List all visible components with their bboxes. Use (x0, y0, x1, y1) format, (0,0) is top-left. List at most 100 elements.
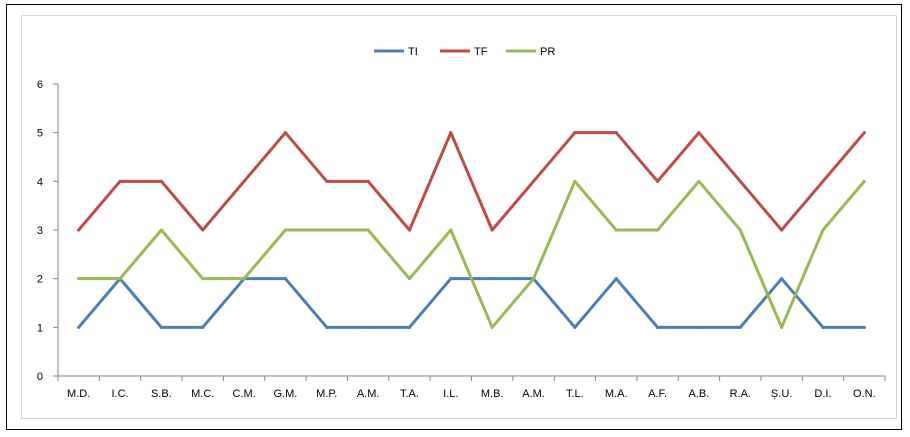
series-tf-segment (532, 131, 577, 183)
x-tick-label: O.N. (853, 388, 876, 400)
y-tick-label: 2 (37, 274, 43, 286)
x-tick-label: M.D. (67, 388, 90, 400)
series-tf-point (201, 228, 205, 232)
series-ti-point (656, 325, 660, 329)
series-tf-segment (366, 179, 411, 232)
series-ti-segment (118, 277, 163, 329)
series-pr-point (201, 277, 205, 281)
y-tick-label: 1 (37, 322, 43, 334)
x-axis: M.D. I.C. S.B. M.C. C.M. G.M. M.P. A.M. T.A. I.L.… (57, 375, 886, 400)
series-tf-point (449, 131, 453, 135)
series-ti-segment (573, 277, 618, 329)
x-tick-label: T.L. (566, 388, 584, 400)
series-tf-segment (283, 131, 329, 183)
series-pr-point (697, 179, 701, 183)
series-tf-point (656, 179, 660, 183)
series-ti-segment (283, 277, 329, 329)
series-pr-segment (407, 228, 453, 281)
series-pr-point (118, 277, 122, 281)
series-pr-point (449, 228, 453, 232)
series-ti-point (862, 325, 866, 329)
legend-label-pr: PR (540, 46, 555, 58)
series-ti-point (738, 325, 742, 329)
series-pr-point (573, 179, 577, 183)
series-ti-point (449, 277, 453, 281)
series-pr-segment (532, 179, 577, 281)
series-tf-segment (449, 131, 494, 232)
series-tf-segment (656, 131, 701, 183)
series-tf-segment (159, 179, 205, 232)
series-ti-segment (407, 277, 453, 329)
series-tf-point (159, 179, 163, 183)
y-tick-label: 6 (37, 79, 43, 91)
x-tick-label: I.C. (111, 388, 128, 400)
series-pr-segment (490, 277, 536, 329)
series-pr-segment (118, 228, 163, 281)
series-ti-segment (201, 277, 246, 329)
series-ti-segment (738, 277, 784, 329)
x-tick-label: S.B. (151, 388, 172, 400)
series-pr-segment (242, 228, 287, 281)
series-ti-segment (780, 277, 825, 329)
series-tf-point (862, 131, 866, 135)
series-tf-segment (697, 131, 742, 183)
series-tf-point (242, 179, 246, 183)
series-tf-segment (242, 131, 287, 183)
series-tf-segment (201, 179, 246, 232)
series-tf-point (407, 228, 411, 232)
x-tick-label: A.F. (648, 388, 667, 400)
series-pr-point (614, 228, 618, 232)
series-tf-point (325, 179, 329, 183)
series-pr-segment (366, 228, 411, 281)
series-pr-point (821, 228, 825, 232)
series-ti-point (283, 277, 287, 281)
series-tf-point (283, 131, 287, 135)
series-ti-point (407, 325, 411, 329)
x-tick-label: D.I. (814, 388, 831, 400)
y-tick-label: 4 (37, 176, 43, 188)
series-tf-point (821, 179, 825, 183)
series-pr-point (407, 277, 411, 281)
x-tick-label: C.M. (232, 388, 255, 400)
series-pr-point (366, 228, 370, 232)
series-tf-segment (407, 131, 453, 232)
series-tf-segment (821, 131, 866, 183)
series-pr-point (242, 277, 246, 281)
series-pr-point (159, 228, 163, 232)
y-axis: 0 1 2 3 4 5 6 (37, 79, 59, 383)
series-tf-point (366, 179, 370, 183)
series-pr-segment (780, 228, 825, 329)
x-tick-label: A.M. (522, 388, 545, 400)
series-tf-point (532, 179, 536, 183)
series-tf-point (738, 179, 742, 183)
series-pr-point (490, 325, 494, 329)
series-tf-point (614, 131, 618, 135)
series-tf-segment (614, 131, 660, 183)
chart-area (21, 15, 897, 419)
series-tf-point (573, 131, 577, 135)
series-tf-segment (77, 179, 122, 232)
series-pr-segment (449, 228, 494, 329)
x-tick-label: T.A. (400, 388, 419, 400)
series-group (77, 131, 866, 329)
series-tf-point (697, 131, 701, 135)
y-tick-label: 3 (37, 225, 43, 237)
x-tick-label: G.M. (274, 388, 298, 400)
series-pr (77, 179, 866, 329)
series-ti-point (614, 277, 618, 281)
series-tf-point (490, 228, 494, 232)
series-pr-segment (738, 228, 784, 329)
series-pr-point (780, 325, 784, 329)
series-ti-segment (614, 277, 660, 329)
legend: TI TF PR (374, 46, 555, 58)
x-tick-label: Ș.U. (771, 388, 792, 400)
series-ti-segment (77, 277, 122, 329)
legend-label-tf: TF (474, 46, 488, 58)
series-ti-segment (532, 277, 577, 329)
series-tf-point (118, 179, 122, 183)
series-tf-point (77, 228, 81, 232)
series-pr-segment (821, 179, 866, 232)
series-pr-point (325, 228, 329, 232)
series-pr-segment (697, 179, 742, 232)
